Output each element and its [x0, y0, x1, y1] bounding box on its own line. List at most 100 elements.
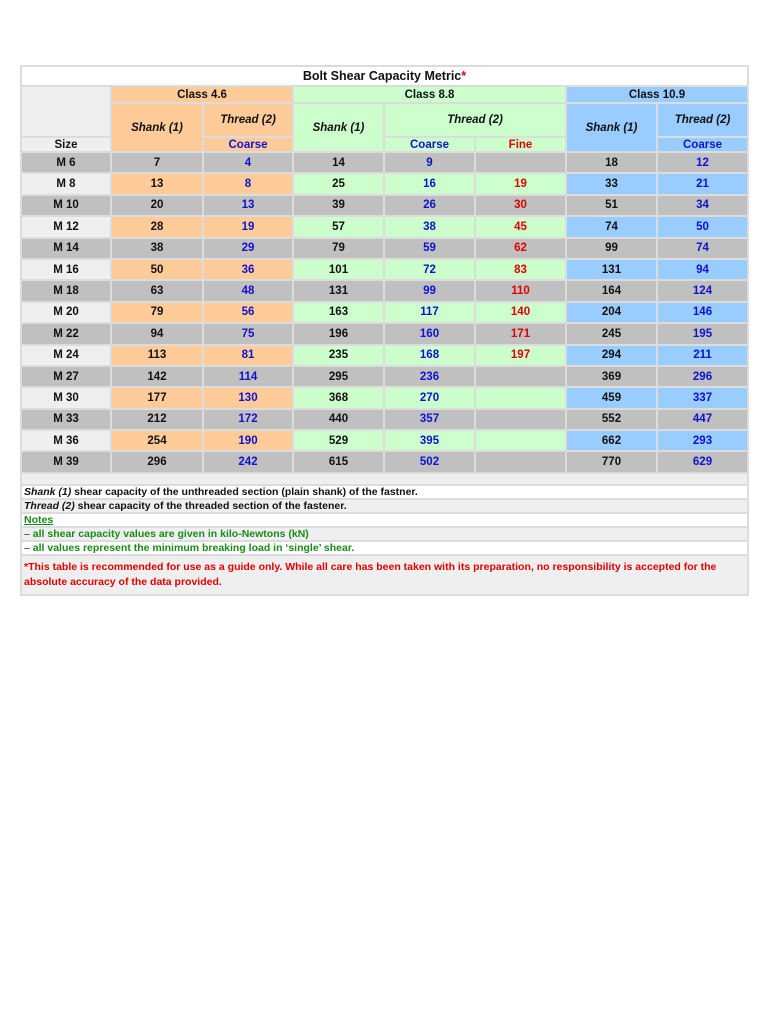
size-cell: M 10 — [20, 193, 112, 218]
value-cell: 245 — [565, 322, 658, 346]
value-cell: 34 — [655, 193, 750, 218]
value-cell: 79 — [292, 236, 385, 260]
value-cell: 296 — [655, 364, 750, 389]
disclaimer: *This table is recommended for use as a … — [19, 553, 750, 596]
value-cell: 8 — [202, 172, 294, 196]
value-cell: 18 — [565, 150, 658, 175]
size-header: Size — [20, 136, 112, 153]
value-cell: 30 — [474, 193, 567, 218]
value-cell: 236 — [383, 364, 476, 389]
value-cell: 529 — [292, 429, 385, 453]
value-cell: 9 — [383, 150, 476, 175]
table-row: M 14 38 29 79 59 62 99 74 — [20, 236, 750, 260]
value-cell: 4 — [202, 150, 294, 175]
value-cell: 48 — [202, 279, 294, 303]
value-cell: 12 — [655, 150, 750, 175]
table-row: M 8 13 8 25 16 19 33 21 — [20, 172, 750, 196]
value-cell: 94 — [110, 322, 204, 346]
value-cell: 36 — [202, 257, 294, 282]
note-single-shear: – all values represent the minimum break… — [19, 539, 750, 556]
value-cell: 110 — [474, 279, 567, 303]
value-cell: 395 — [383, 429, 476, 453]
size-cell: M 30 — [20, 386, 112, 410]
size-cell: M 27 — [20, 364, 112, 389]
value-cell: 172 — [202, 407, 294, 432]
table-title: Bolt Shear Capacity Metric* — [19, 65, 750, 87]
value-cell: 13 — [110, 172, 204, 196]
value-cell: 502 — [383, 450, 476, 474]
value-cell: 447 — [655, 407, 750, 432]
table-row: M 36 254 190 529 395 662 293 — [20, 429, 750, 453]
value-cell: 63 — [110, 279, 204, 303]
value-cell: 629 — [655, 450, 750, 474]
value-cell — [474, 450, 567, 474]
table-row: M 10 20 13 39 26 30 51 34 — [20, 193, 750, 218]
size-cell: M 36 — [20, 429, 112, 453]
thread-header: Thread (2) — [383, 102, 567, 138]
value-cell: 14 — [292, 150, 385, 175]
size-cell: M 6 — [20, 150, 112, 175]
shank-header: Shank (1) — [565, 102, 658, 153]
table-row: M 24 113 81 235 168 197 294 211 — [20, 343, 750, 367]
value-cell: 101 — [292, 257, 385, 282]
value-cell: 294 — [565, 343, 658, 367]
value-cell: 13 — [202, 193, 294, 218]
value-cell: 74 — [655, 236, 750, 260]
table-row: M 6 7 4 14 9 18 12 — [20, 150, 750, 175]
value-cell: 212 — [110, 407, 204, 432]
value-cell: 99 — [383, 279, 476, 303]
value-cell: 26 — [383, 193, 476, 218]
coarse-header: Coarse — [202, 136, 294, 153]
table-row: M 12 28 19 57 38 45 74 50 — [20, 215, 750, 239]
value-cell — [474, 429, 567, 453]
value-cell: 50 — [110, 257, 204, 282]
value-cell: 296 — [110, 450, 204, 474]
table-row: M 27 142 114 295 236 369 296 — [20, 364, 750, 389]
value-cell: 163 — [292, 300, 385, 325]
value-cell: 7 — [110, 150, 204, 175]
value-cell: 196 — [292, 322, 385, 346]
value-cell: 662 — [565, 429, 658, 453]
size-cell: M 18 — [20, 279, 112, 303]
value-cell: 369 — [565, 364, 658, 389]
value-cell: 38 — [110, 236, 204, 260]
value-cell: 57 — [292, 215, 385, 239]
value-cell — [474, 364, 567, 389]
size-cell: M 12 — [20, 215, 112, 239]
notes-heading: Notes — [19, 511, 750, 528]
value-cell: 552 — [565, 407, 658, 432]
value-cell: 293 — [655, 429, 750, 453]
value-cell: 74 — [565, 215, 658, 239]
value-cell: 235 — [292, 343, 385, 367]
value-cell: 770 — [565, 450, 658, 474]
value-cell: 168 — [383, 343, 476, 367]
value-cell: 124 — [655, 279, 750, 303]
class-109-header: Class 10.9 — [564, 85, 750, 104]
table-row: M 22 94 75 196 160 171 245 195 — [20, 322, 750, 346]
value-cell: 204 — [565, 300, 658, 325]
fine-header: Fine — [474, 136, 567, 153]
size-cell: M 20 — [20, 300, 112, 325]
shank-header: Shank (1) — [292, 102, 385, 153]
note-units: – all shear capacity values are given in… — [19, 525, 750, 542]
value-cell: 440 — [292, 407, 385, 432]
shank-definition: Shank (1) shear capacity of the unthread… — [19, 483, 750, 500]
size-cell: M 22 — [20, 322, 112, 346]
value-cell: 195 — [655, 322, 750, 346]
value-cell: 146 — [655, 300, 750, 325]
value-cell: 142 — [110, 364, 204, 389]
value-cell: 295 — [292, 364, 385, 389]
size-cell: M 16 — [20, 257, 112, 282]
value-cell: 130 — [202, 386, 294, 410]
size-cell: M 39 — [20, 450, 112, 474]
value-cell: 164 — [565, 279, 658, 303]
value-cell: 28 — [110, 215, 204, 239]
value-cell: 615 — [292, 450, 385, 474]
value-cell: 459 — [565, 386, 658, 410]
value-cell: 21 — [655, 172, 750, 196]
value-cell: 113 — [110, 343, 204, 367]
class-88-header: Class 8.8 — [292, 85, 567, 104]
value-cell: 79 — [110, 300, 204, 325]
value-cell: 177 — [110, 386, 204, 410]
value-cell: 171 — [474, 322, 567, 346]
